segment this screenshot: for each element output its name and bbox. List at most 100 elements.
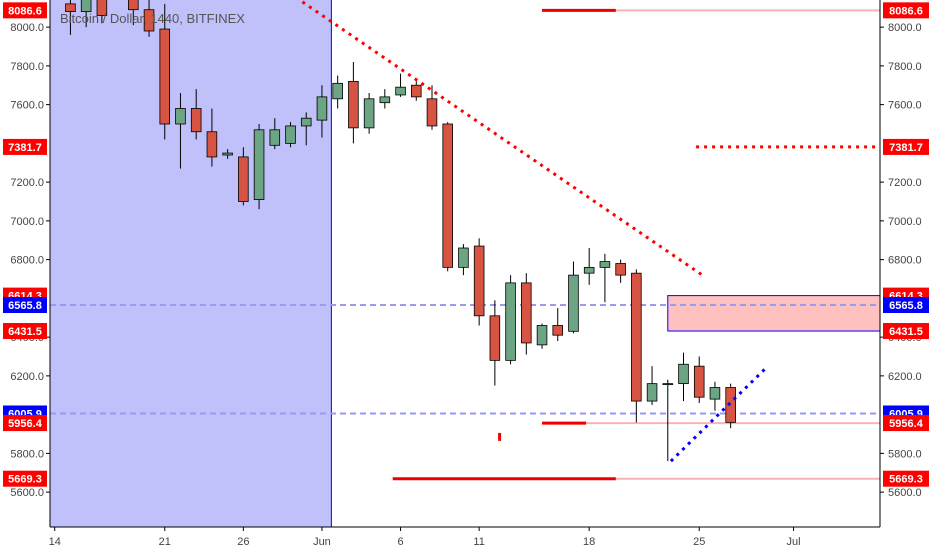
price-tag-left <box>3 415 47 432</box>
price-tag-label-right: 6565.8 <box>889 300 923 312</box>
y-tick-label-left: 7200.0 <box>10 177 44 189</box>
y-tick-label-right: 5600.0 <box>888 487 922 499</box>
price-tag-label-right: 5669.3 <box>889 474 923 486</box>
price-tag-label-left: 6565.8 <box>8 300 42 312</box>
x-tick-label: 6 <box>397 536 403 548</box>
candle-body <box>143 9 155 32</box>
y-tick-label-left: 8000.0 <box>10 22 44 34</box>
price-tag-right <box>883 415 929 432</box>
candle-body <box>536 325 548 346</box>
y-tick-label-left: 7600.0 <box>10 100 44 112</box>
price-tag-right <box>883 138 929 155</box>
candle-body <box>269 129 281 146</box>
price-tag-right <box>883 470 929 487</box>
candle-body <box>678 363 689 385</box>
candle-body <box>426 98 438 127</box>
candle-body <box>552 325 564 336</box>
price-tag-label-right: 8086.6 <box>889 5 923 17</box>
candle-body <box>662 383 674 386</box>
price-tag-label-right: 7381.7 <box>889 142 923 154</box>
y-tick-label-right: 6200.0 <box>888 371 922 383</box>
candle-body <box>175 108 186 125</box>
candle-body <box>442 123 453 268</box>
x-tick-label: 11 <box>473 536 484 548</box>
candle-body <box>489 315 501 361</box>
candle-body <box>300 117 312 127</box>
candle-body <box>159 28 171 125</box>
candle-body <box>65 3 76 13</box>
candle-body <box>222 152 233 156</box>
x-tick-label: 26 <box>237 536 249 548</box>
background-layer <box>50 0 880 527</box>
y-tick-label-right: 7200.0 <box>888 177 922 189</box>
y-tick-label-right: 7600.0 <box>888 100 922 112</box>
candle-body <box>410 84 422 98</box>
y-tick-label-left: 7800.0 <box>10 61 44 73</box>
candle-body <box>709 387 721 400</box>
candle-body <box>646 383 658 402</box>
x-tick-label: 25 <box>693 536 705 548</box>
overlay-layer <box>297 0 880 463</box>
candle-body <box>568 274 579 332</box>
shaded-region <box>50 0 332 527</box>
candle-body <box>693 365 705 398</box>
chart-title: Bitcoin / Dollar, 1440, BITFINEX <box>60 11 245 26</box>
candle-body <box>521 282 532 344</box>
candle-body <box>395 86 406 96</box>
candle-body <box>505 282 516 361</box>
y-tick-label-left: 6200.0 <box>10 371 44 383</box>
price-tag-right <box>883 323 929 340</box>
y-tick-label-right: 7800.0 <box>888 61 922 73</box>
candle-body <box>379 96 391 104</box>
candle-body <box>253 129 265 200</box>
y-tick-label-right: 7000.0 <box>888 216 922 228</box>
y-tick-label-left: 5600.0 <box>10 487 44 499</box>
candle-body <box>725 387 736 423</box>
price-tag-left <box>3 138 47 155</box>
price-tag-label-left: 5669.3 <box>8 474 42 486</box>
dotted-trend-line <box>297 0 704 277</box>
price-tag-label-right: 6431.5 <box>889 326 923 338</box>
candle-body <box>583 266 595 274</box>
price-tag-label-left: 8086.6 <box>8 5 42 17</box>
price-tag-left <box>3 323 47 340</box>
candle-body <box>190 108 202 133</box>
candle-body <box>96 0 108 16</box>
price-tag-left <box>3 2 47 19</box>
price-tag-left <box>3 297 47 314</box>
x-tick-label: 18 <box>583 536 595 548</box>
candle-body <box>599 261 611 268</box>
candle-body <box>458 247 469 268</box>
candle-body <box>363 98 375 129</box>
price-tag-label-right: 5956.4 <box>889 418 924 430</box>
candle-body <box>316 96 328 121</box>
candle-body <box>206 131 218 158</box>
x-tick-label: 14 <box>49 536 61 548</box>
candle-body <box>238 156 249 202</box>
x-tick-label: Jul <box>787 536 801 548</box>
candles-layer <box>65 0 736 462</box>
x-tick-label: Jun <box>313 536 331 548</box>
marker-dot <box>498 432 502 441</box>
candle-body <box>348 80 359 129</box>
price-tag-right <box>883 297 929 314</box>
price-tag-right <box>883 2 929 19</box>
price-tag-label-left: 5956.4 <box>8 418 43 430</box>
y-tick-label-left: 5800.0 <box>10 448 44 460</box>
candle-body <box>80 0 92 13</box>
price-tag-label-left: 7381.7 <box>8 142 42 154</box>
candle-body <box>128 0 139 11</box>
candle-body <box>332 82 343 100</box>
candle-body <box>473 245 485 317</box>
candle-body <box>615 263 626 276</box>
grid-and-lines-layer <box>50 8 880 481</box>
y-tick-label-left: 6800.0 <box>10 255 44 267</box>
y-tick-label-right: 8000.0 <box>888 22 922 34</box>
y-tick-label-right: 6800.0 <box>888 255 922 267</box>
zone-box <box>667 295 880 332</box>
candle-body <box>285 125 296 144</box>
price-tag-label-left: 6431.5 <box>8 326 42 338</box>
x-tick-label: 21 <box>159 536 171 548</box>
